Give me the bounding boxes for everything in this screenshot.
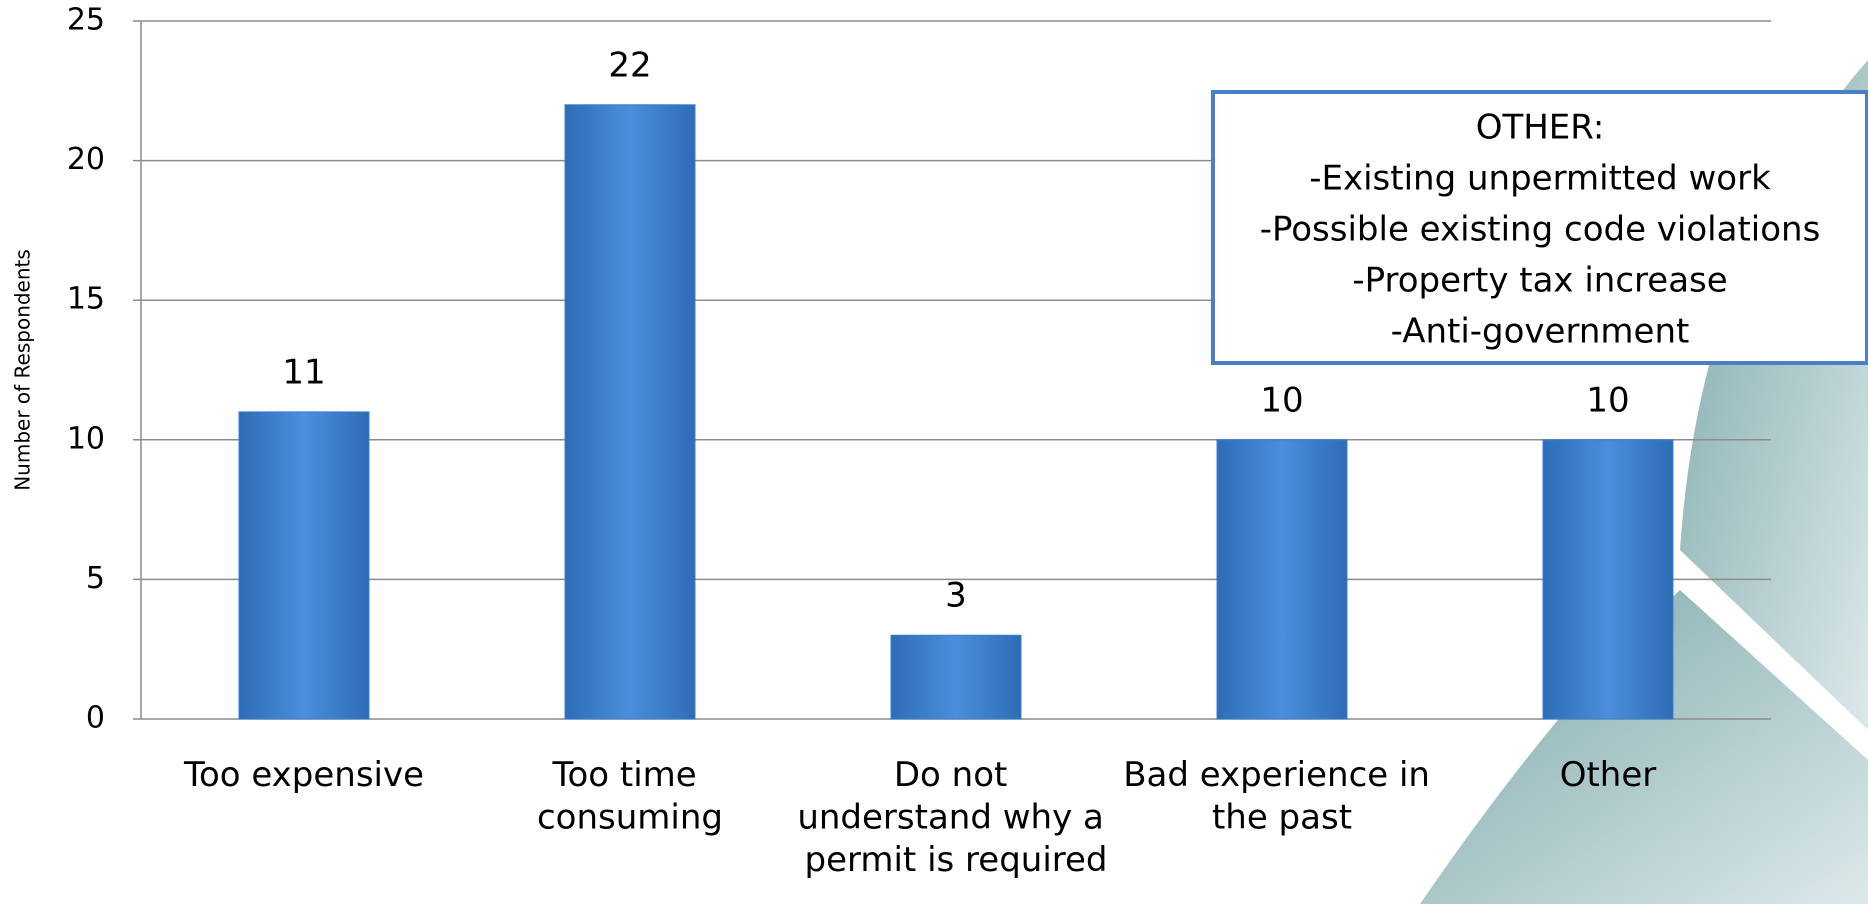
data-label: 3 (945, 576, 967, 616)
annotation-box (1211, 90, 1868, 365)
annotation-line: -Existing unpermitted work (1309, 159, 1771, 199)
y-tick-label: 5 (86, 561, 105, 596)
x-tick-label: Do not understand why a permit is requir… (797, 755, 1114, 880)
x-tick-label: Bad experience in the past (1123, 755, 1441, 838)
label-line: Too time (551, 755, 707, 795)
label-line: the past (1212, 797, 1352, 837)
y-tick-label: 0 (86, 701, 105, 736)
data-label: 11 (282, 352, 325, 392)
annotation-line: -Anti-government (1391, 312, 1690, 352)
data-label: 10 (1586, 380, 1629, 420)
bar (238, 411, 370, 720)
label-line: permit is required (804, 840, 1107, 880)
annotation-line: -Possible existing code violations (1260, 210, 1821, 250)
x-tick-label: Too time consuming (537, 755, 723, 838)
y-axis-label: Number of Respondents (11, 249, 35, 491)
decoration (1420, 590, 1868, 904)
bar (1542, 439, 1674, 720)
x-tick-label: Other (1560, 755, 1657, 795)
bar (1216, 439, 1348, 720)
y-tick-label: 10 (67, 421, 105, 456)
x-tick-label: Too expensive (183, 755, 424, 795)
y-tick-label: 25 (67, 3, 105, 38)
data-label: 22 (608, 45, 651, 85)
bar (564, 104, 696, 720)
annotation-line: OTHER: (1476, 108, 1605, 148)
y-tick-label: 15 (67, 282, 105, 317)
annotation-line: -Property tax increase (1352, 261, 1727, 301)
label-line: understand why a (797, 797, 1114, 837)
bar (890, 634, 1022, 720)
y-tick-label: 20 (67, 142, 105, 177)
label-line: consuming (537, 797, 723, 837)
label-line: Other (1560, 755, 1657, 795)
label-line: Bad experience in (1123, 755, 1441, 795)
label-line: Too expensive (183, 755, 424, 795)
label-line: Do not (894, 755, 1018, 795)
data-label: 10 (1260, 380, 1303, 420)
